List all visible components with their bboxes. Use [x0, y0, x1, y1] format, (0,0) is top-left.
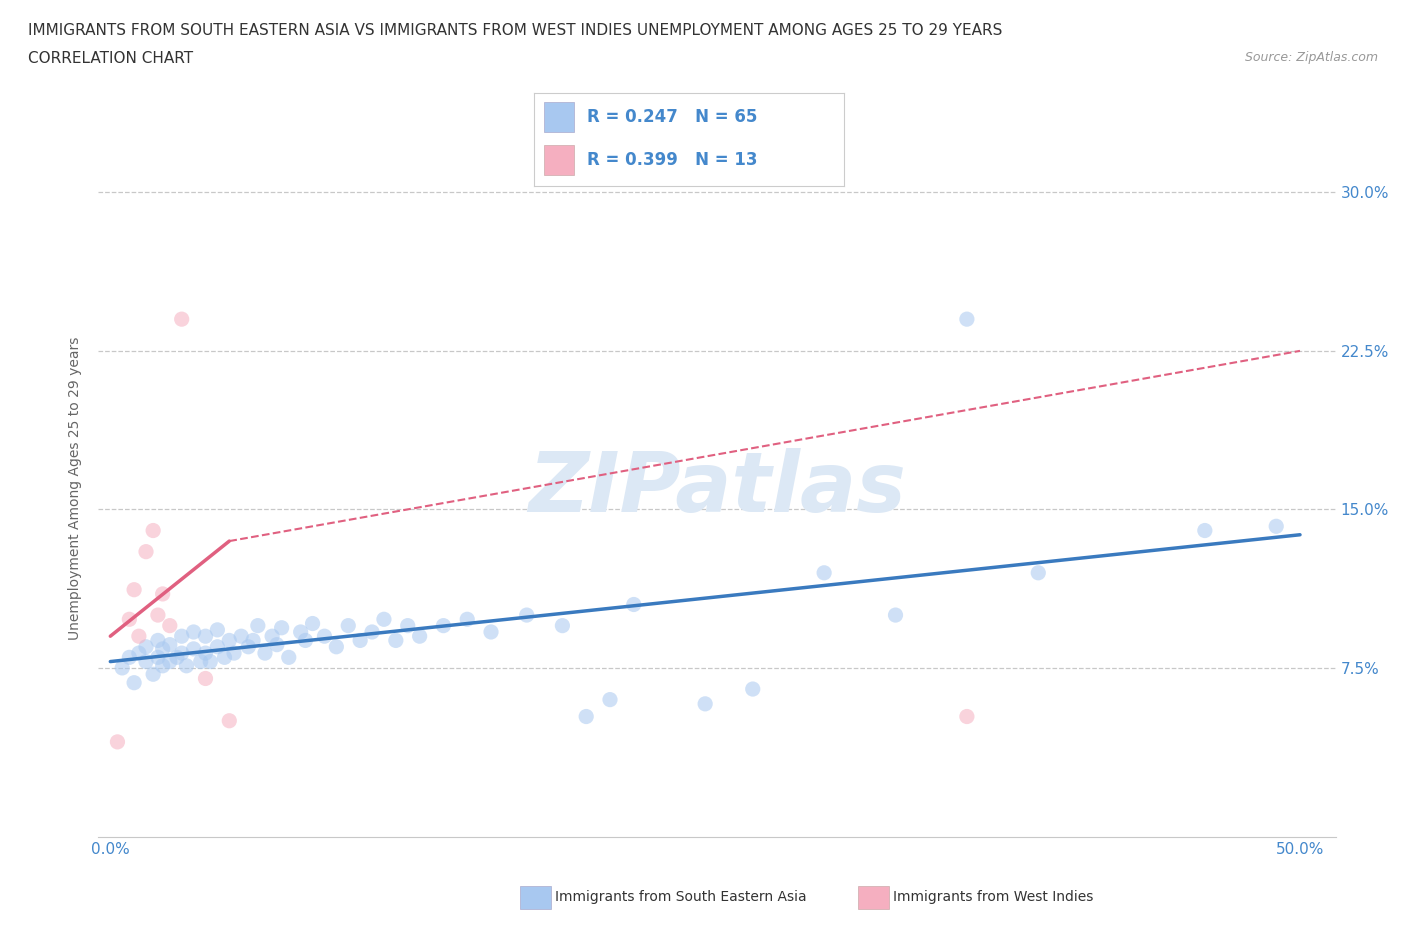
Point	[266, 637, 288, 652]
Point	[253, 645, 276, 660]
Point	[361, 625, 384, 640]
Text: Immigrants from West Indies: Immigrants from West Indies	[893, 890, 1094, 905]
Point	[146, 650, 169, 665]
Point	[456, 612, 478, 627]
Point	[599, 692, 621, 707]
Point	[194, 671, 217, 686]
Point	[170, 312, 193, 326]
Point	[516, 607, 538, 622]
Point	[118, 612, 141, 627]
Point	[122, 582, 145, 597]
Point	[135, 654, 157, 669]
Point	[194, 645, 217, 660]
Point	[207, 622, 229, 637]
Point	[337, 618, 360, 633]
Point	[956, 709, 979, 724]
Point	[190, 654, 212, 669]
Point	[222, 645, 245, 660]
Point	[314, 629, 336, 644]
Point	[277, 650, 299, 665]
Point	[159, 618, 181, 633]
Bar	[544, 145, 575, 175]
Point	[385, 633, 408, 648]
Point	[479, 625, 502, 640]
Text: R = 0.399   N = 13: R = 0.399 N = 13	[586, 151, 758, 169]
Point	[207, 639, 229, 654]
Bar	[544, 102, 575, 132]
Point	[1194, 523, 1216, 538]
Point	[159, 637, 181, 652]
Point	[170, 645, 193, 660]
Point	[170, 629, 193, 644]
Point	[325, 639, 347, 654]
Point	[107, 735, 129, 750]
Point	[408, 629, 430, 644]
Point	[111, 660, 134, 675]
Point	[1265, 519, 1288, 534]
Point	[231, 629, 253, 644]
Point	[135, 544, 157, 559]
Point	[176, 658, 198, 673]
Point	[146, 607, 169, 622]
Point	[396, 618, 419, 633]
Point	[242, 633, 264, 648]
Point	[695, 697, 717, 711]
Point	[128, 629, 150, 644]
Text: IMMIGRANTS FROM SOUTH EASTERN ASIA VS IMMIGRANTS FROM WEST INDIES UNEMPLOYMENT A: IMMIGRANTS FROM SOUTH EASTERN ASIA VS IM…	[28, 23, 1002, 38]
Point	[142, 667, 165, 682]
Text: Source: ZipAtlas.com: Source: ZipAtlas.com	[1244, 51, 1378, 64]
Point	[290, 625, 312, 640]
Point	[118, 650, 141, 665]
Point	[956, 312, 979, 326]
Point	[152, 587, 174, 602]
Point	[246, 618, 269, 633]
Point	[135, 639, 157, 654]
Text: CORRELATION CHART: CORRELATION CHART	[28, 51, 193, 66]
Text: ZIPatlas: ZIPatlas	[529, 447, 905, 529]
Point	[813, 565, 835, 580]
Point	[194, 629, 217, 644]
Point	[1026, 565, 1049, 580]
Text: R = 0.247   N = 65: R = 0.247 N = 65	[586, 108, 758, 126]
Y-axis label: Unemployment Among Ages 25 to 29 years: Unemployment Among Ages 25 to 29 years	[69, 337, 83, 640]
Point	[159, 654, 181, 669]
Point	[270, 620, 292, 635]
Text: Immigrants from South Eastern Asia: Immigrants from South Eastern Asia	[555, 890, 807, 905]
Point	[432, 618, 454, 633]
Point	[373, 612, 395, 627]
Point	[301, 616, 323, 631]
Point	[218, 713, 240, 728]
Point	[214, 650, 236, 665]
Point	[218, 633, 240, 648]
Point	[551, 618, 574, 633]
Point	[741, 682, 763, 697]
Point	[152, 642, 174, 657]
Point	[166, 650, 188, 665]
Point	[575, 709, 598, 724]
Point	[294, 633, 316, 648]
Point	[146, 633, 169, 648]
Point	[183, 642, 205, 657]
Point	[884, 607, 907, 622]
Point	[128, 645, 150, 660]
Point	[152, 658, 174, 673]
Point	[142, 523, 165, 538]
Point	[238, 639, 260, 654]
Point	[262, 629, 284, 644]
Point	[623, 597, 645, 612]
Point	[200, 654, 222, 669]
Point	[183, 625, 205, 640]
Point	[122, 675, 145, 690]
Point	[349, 633, 371, 648]
